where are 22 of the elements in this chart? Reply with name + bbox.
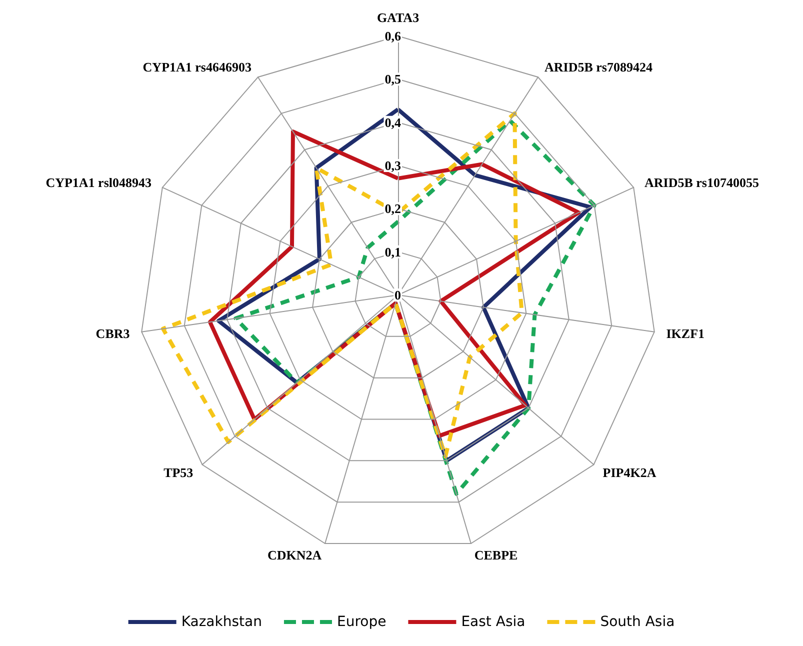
y-tick-label: 0,6 bbox=[384, 28, 402, 44]
spoke-label: IKZF1 bbox=[666, 326, 705, 342]
y-tick-label: 0,1 bbox=[384, 244, 401, 260]
y-tick-label: 0 bbox=[394, 288, 401, 302]
spoke-label: CDKN2A bbox=[267, 548, 322, 563]
legend-label: Europe bbox=[336, 614, 386, 630]
spoke-label: CEBPE bbox=[474, 548, 518, 563]
spoke-label: PIP4K2A bbox=[602, 464, 657, 480]
y-tick-label: 0,3 bbox=[384, 158, 402, 173]
spoke-label: CYP1A1 rs4646903 bbox=[142, 60, 252, 75]
legend-label: Kazakhstan bbox=[181, 614, 262, 630]
legend-label: East Asia bbox=[461, 614, 526, 630]
y-tick-label: 0,2 bbox=[384, 201, 401, 216]
legend-label: South Asia bbox=[600, 614, 675, 630]
y-tick-label: 0,4 bbox=[384, 114, 402, 130]
spoke-label: CYP1A1 rsl048943 bbox=[46, 174, 152, 190]
spoke-label: ARID5B rs7089424 bbox=[544, 60, 653, 75]
spoke-label: GATA3 bbox=[376, 10, 420, 25]
spoke-label: TP53 bbox=[164, 464, 194, 480]
spoke-label: ARID5B rs10740055 bbox=[644, 174, 760, 190]
spoke-label: CBR3 bbox=[96, 326, 130, 342]
y-tick-label: 0,5 bbox=[384, 72, 402, 87]
